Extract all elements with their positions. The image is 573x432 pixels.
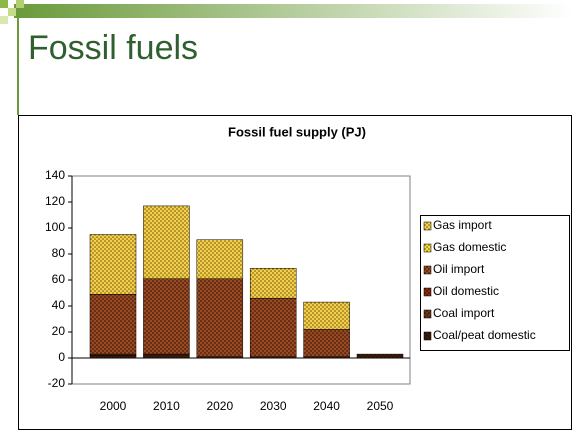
- chart-title: Fossil fuel supply (PJ): [228, 124, 366, 139]
- bar-segment: [303, 329, 350, 357]
- header-bar: [14, 4, 573, 18]
- bar-segment: [143, 353, 190, 359]
- y-tick-label: -20: [48, 376, 66, 390]
- slide-title: Fossil fuels: [28, 29, 198, 67]
- bar-segment: [89, 294, 137, 355]
- legend-label: Coal/peat domestic: [433, 328, 536, 342]
- y-tick-label: 100: [45, 220, 65, 234]
- bar-segment: [303, 301, 350, 330]
- legend-swatch: [423, 331, 432, 341]
- x-tick-label: 2020: [206, 399, 233, 413]
- bar-segment: [249, 268, 297, 299]
- legend-swatch: [423, 243, 432, 253]
- x-tick-label: 2010: [153, 399, 180, 413]
- decor-square: [0, 0, 8, 8]
- legend-label: Gas import: [433, 218, 492, 232]
- legend: [420, 215, 570, 351]
- decor-square: [8, 8, 16, 16]
- legend-label: Coal import: [433, 306, 495, 320]
- y-tick-label: 120: [45, 194, 65, 208]
- y-tick-label: 40: [52, 298, 66, 312]
- bar-segment: [89, 355, 137, 359]
- legend-label: Oil import: [433, 262, 485, 276]
- x-tick-label: 2050: [367, 399, 394, 413]
- legend-label: Oil domestic: [433, 284, 499, 298]
- x-tick-label: 2030: [260, 399, 287, 413]
- decor-square: [0, 16, 8, 24]
- bar-segment: [249, 297, 297, 357]
- y-tick-label: 0: [58, 350, 65, 364]
- legend-swatch: [423, 309, 432, 319]
- bar-segment: [143, 205, 190, 279]
- y-tick-label: 60: [52, 272, 66, 286]
- bar-segment: [196, 239, 244, 279]
- legend-swatch: [423, 265, 432, 275]
- x-tick-label: 2000: [100, 399, 127, 413]
- bar-segment: [196, 278, 244, 357]
- legend-swatch: [423, 221, 432, 231]
- y-tick-label: 80: [52, 246, 66, 260]
- bar-segment: [89, 234, 137, 295]
- bar-segment: [143, 278, 190, 355]
- x-tick-label: 2040: [313, 399, 340, 413]
- decor-square: [16, 0, 24, 8]
- legend-swatch: [423, 287, 432, 297]
- y-tick-label: 140: [45, 168, 65, 182]
- y-tick-label: 20: [52, 324, 66, 338]
- legend-label: Gas domestic: [433, 240, 506, 254]
- bar-segment: [356, 353, 404, 359]
